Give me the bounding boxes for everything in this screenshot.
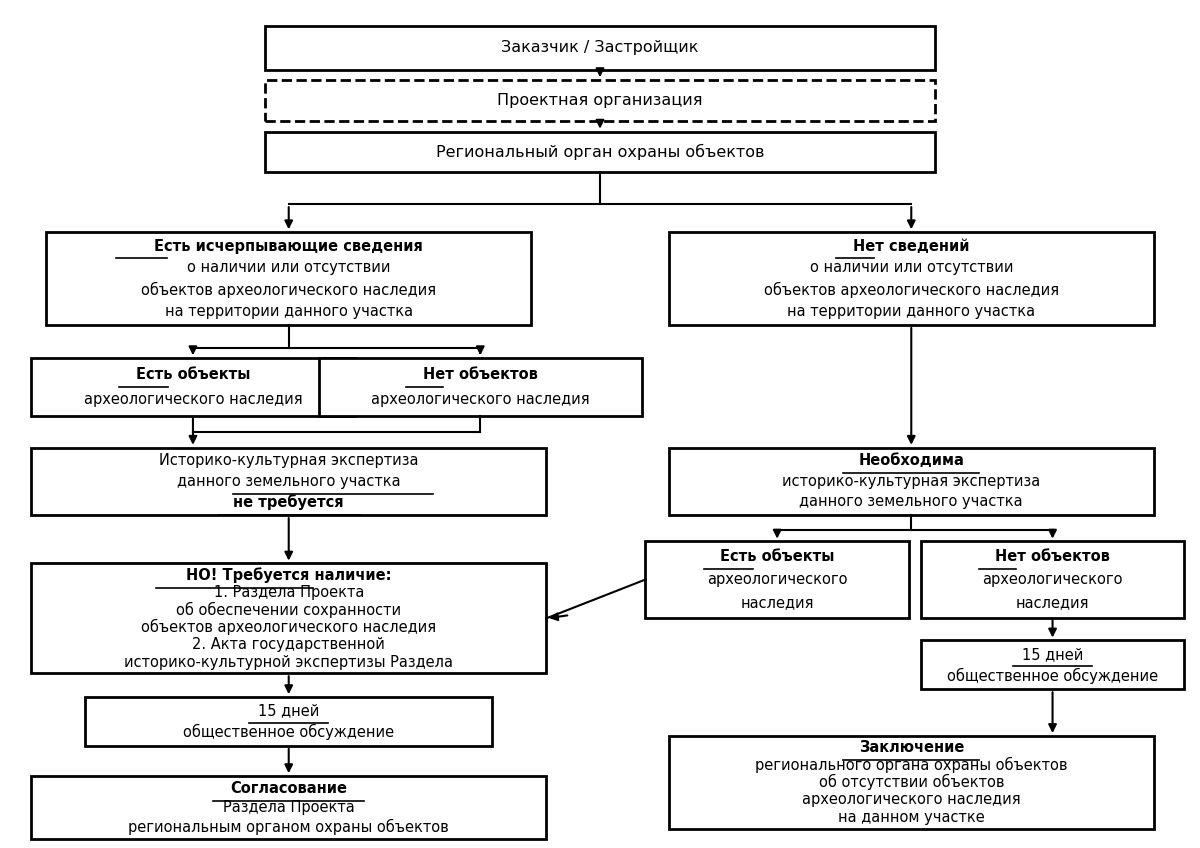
- FancyBboxPatch shape: [47, 232, 532, 325]
- Text: Региональный орган охраны объектов: Региональный орган охраны объектов: [436, 144, 764, 160]
- Text: археологического наследия: археологического наследия: [371, 392, 589, 407]
- FancyBboxPatch shape: [920, 640, 1184, 689]
- Text: Нет сведений: Нет сведений: [853, 238, 970, 254]
- Text: археологического: археологического: [707, 572, 847, 587]
- Text: Заключение: Заключение: [858, 739, 964, 755]
- Text: данного земельного участка: данного земельного участка: [799, 494, 1024, 510]
- Text: общественное обсуждение: общественное обсуждение: [184, 724, 395, 740]
- FancyBboxPatch shape: [31, 563, 546, 673]
- Text: 1. Раздела Проекта: 1. Раздела Проекта: [214, 585, 364, 600]
- FancyBboxPatch shape: [646, 542, 908, 617]
- Text: 15 дней: 15 дней: [258, 703, 319, 718]
- Text: историко-культурная экспертиза: историко-культурная экспертиза: [782, 474, 1040, 489]
- Text: регионального органа охраны объектов: регионального органа охраны объектов: [755, 756, 1068, 773]
- Text: 15 дней: 15 дней: [1022, 647, 1084, 661]
- Text: археологического наследия: археологического наследия: [84, 392, 302, 407]
- Text: объектов археологического наследия: объектов археологического наследия: [142, 282, 437, 298]
- FancyBboxPatch shape: [668, 232, 1153, 325]
- Text: НО! Требуется наличие:: НО! Требуется наличие:: [186, 567, 391, 583]
- Text: археологического: археологического: [983, 572, 1123, 587]
- Text: Согласование: Согласование: [230, 781, 347, 796]
- Text: Историко-культурная экспертиза: Историко-культурная экспертиза: [158, 454, 419, 468]
- Text: о наличии или отсутствии: о наличии или отсутствии: [810, 260, 1013, 276]
- Text: на данном участке: на данном участке: [838, 810, 985, 825]
- Text: на территории данного участка: на территории данного участка: [164, 304, 413, 319]
- Text: объектов археологического наследия: объектов археологического наследия: [763, 282, 1058, 298]
- FancyBboxPatch shape: [920, 542, 1184, 617]
- Text: наследия: наследия: [1015, 595, 1090, 610]
- Text: не требуется: не требуется: [234, 494, 344, 510]
- Text: о наличии или отсутствии: о наличии или отсутствии: [187, 260, 390, 276]
- Text: на территории данного участка: на территории данного участка: [787, 304, 1036, 319]
- Text: региональным органом охраны объектов: региональным органом охраны объектов: [128, 819, 449, 835]
- FancyBboxPatch shape: [668, 448, 1153, 516]
- Text: данного земельного участка: данного земельного участка: [176, 474, 401, 489]
- Text: историко-культурной экспертизы Раздела: историко-культурной экспертизы Раздела: [125, 655, 454, 670]
- FancyBboxPatch shape: [31, 358, 354, 416]
- Text: наследия: наследия: [740, 595, 814, 610]
- FancyBboxPatch shape: [31, 448, 546, 516]
- FancyBboxPatch shape: [319, 358, 642, 416]
- Text: об обеспечении сохранности: об обеспечении сохранности: [176, 601, 401, 617]
- Text: Нет объектов: Нет объектов: [422, 367, 538, 382]
- FancyBboxPatch shape: [31, 776, 546, 840]
- Text: Есть объекты: Есть объекты: [136, 367, 250, 382]
- Text: Раздела Проекта: Раздела Проекта: [223, 801, 354, 815]
- Text: археологического наследия: археологического наследия: [802, 792, 1020, 807]
- Text: Проектная организация: Проектная организация: [497, 92, 703, 108]
- FancyBboxPatch shape: [85, 697, 492, 746]
- Text: Есть объекты: Есть объекты: [720, 549, 834, 564]
- Text: Есть исчерпывающие сведения: Есть исчерпывающие сведения: [155, 238, 424, 254]
- FancyBboxPatch shape: [265, 26, 935, 70]
- Text: Нет объектов: Нет объектов: [995, 549, 1110, 564]
- FancyBboxPatch shape: [668, 736, 1153, 828]
- Text: Необходима: Необходима: [858, 454, 965, 468]
- Text: 2. Акта государственной: 2. Акта государственной: [192, 637, 385, 652]
- FancyBboxPatch shape: [265, 80, 935, 120]
- Text: общественное обсуждение: общественное обсуждение: [947, 667, 1158, 683]
- FancyBboxPatch shape: [265, 131, 935, 172]
- Text: об отсутствии объектов: об отсутствии объектов: [818, 774, 1004, 790]
- Text: Заказчик / Застройщик: Заказчик / Застройщик: [502, 41, 698, 55]
- Text: объектов археологического наследия: объектов археологического наследия: [142, 619, 437, 635]
